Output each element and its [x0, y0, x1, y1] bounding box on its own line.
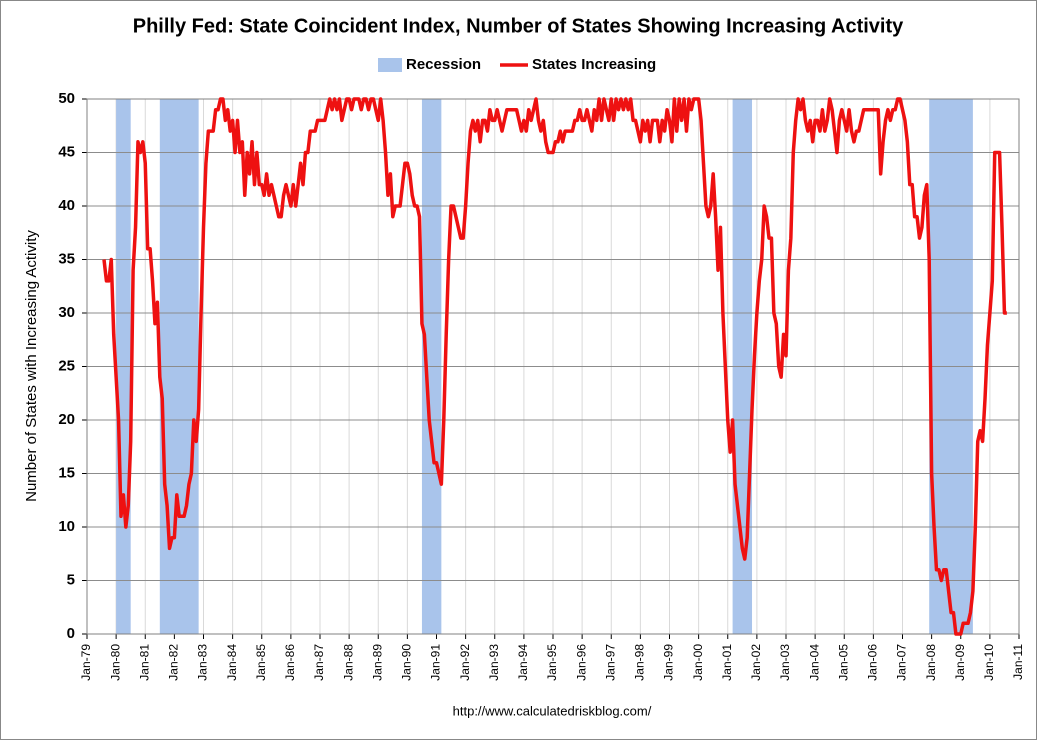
- x-tick-label: Jan-92: [458, 644, 472, 681]
- x-tick-label: Jan-02: [749, 644, 763, 681]
- x-tick-label: Jan-89: [370, 644, 384, 681]
- x-tick-label: Jan-97: [603, 644, 617, 681]
- x-tick-label: Jan-86: [283, 644, 297, 681]
- x-tick-label: Jan-82: [167, 644, 181, 681]
- y-tick-label: 35: [58, 250, 75, 267]
- y-tick-label: 15: [58, 464, 75, 481]
- plot-border: [86, 98, 1020, 635]
- x-tick-label: Jan-85: [254, 644, 268, 681]
- y-axis-label: Number of States with Increasing Activit…: [23, 230, 40, 502]
- x-tick-label: Jan-03: [778, 644, 792, 681]
- legend-label: Recession: [406, 56, 481, 73]
- x-tick-label: Jan-10: [982, 644, 996, 681]
- y-tick-label: 5: [67, 571, 75, 588]
- source: http://www.calculatedriskblog.com/: [453, 703, 652, 718]
- x-tick-label: Jan-81: [137, 644, 151, 681]
- x-tick-label: Jan-07: [895, 644, 909, 681]
- x-tick-label: Jan-08: [924, 644, 938, 681]
- x-tick-label: Jan-95: [545, 644, 559, 681]
- y-tick-label: 30: [58, 304, 75, 321]
- x-tick-label: Jan-87: [312, 644, 326, 681]
- x-tick-label: Jan-93: [487, 644, 501, 681]
- x-tick-label: Jan-04: [807, 644, 821, 681]
- x-tick-label: Jan-11: [1011, 644, 1025, 680]
- y-tick-label: 50: [58, 90, 75, 107]
- y-tick-label: 25: [58, 357, 75, 374]
- x-tick-label: Jan-01: [720, 644, 734, 681]
- legend-label: States Increasing: [532, 56, 656, 73]
- x-tick-label: Jan-05: [836, 644, 850, 681]
- x-tick-label: Jan-80: [108, 644, 122, 681]
- x-tick-label: Jan-79: [79, 644, 93, 681]
- x-tick-label: Jan-84: [225, 644, 239, 681]
- chart-title: Philly Fed: State Coincident Index, Numb…: [133, 15, 904, 37]
- x-tick-label: Jan-00: [691, 644, 705, 681]
- y-tick-label: 40: [58, 197, 75, 214]
- x-tick-label: Jan-88: [341, 644, 355, 681]
- series-line: [102, 97, 1007, 636]
- y-tick-label: 0: [67, 625, 75, 642]
- x-tick-label: Jan-99: [662, 644, 676, 681]
- y-tick-label: 45: [58, 143, 75, 160]
- x-tick-label: Jan-83: [196, 644, 210, 681]
- y-tick-label: 10: [58, 518, 75, 535]
- x-tick-label: Jan-09: [953, 644, 967, 681]
- y-tick-label: 20: [58, 411, 75, 428]
- x-tick-label: Jan-98: [633, 644, 647, 681]
- x-tick-label: Jan-90: [400, 644, 414, 681]
- x-tick-label: Jan-94: [516, 644, 530, 681]
- x-tick-label: Jan-91: [429, 644, 443, 681]
- x-tick-label: Jan-06: [866, 644, 880, 681]
- x-tick-label: Jan-96: [574, 644, 588, 681]
- legend-swatch: [378, 58, 402, 72]
